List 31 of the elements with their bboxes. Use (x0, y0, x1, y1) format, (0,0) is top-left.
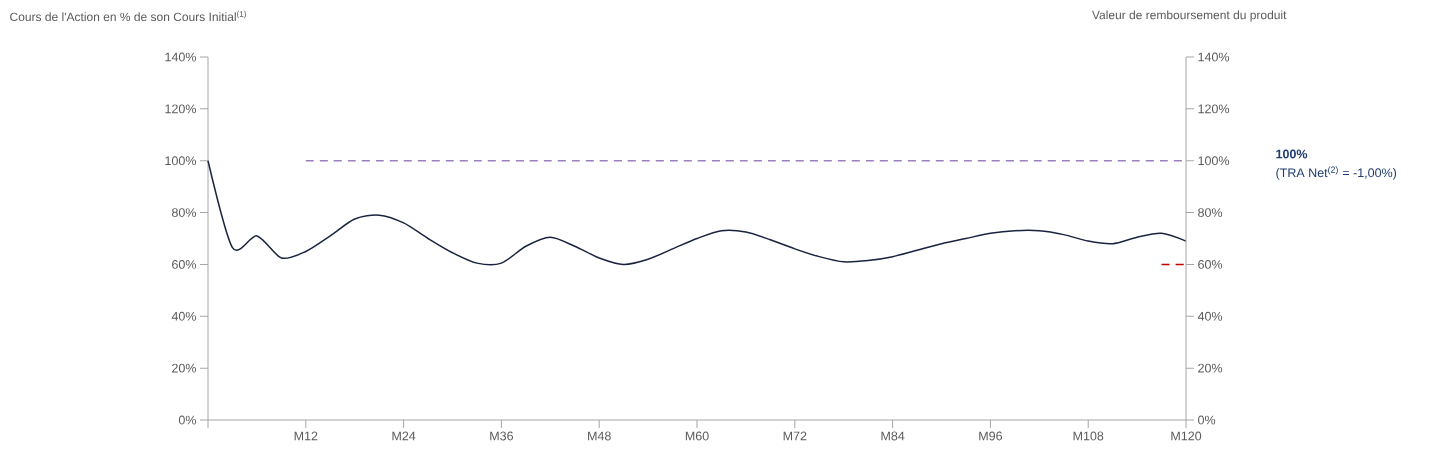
line-series (207, 159, 1187, 266)
y2-axis-title: Valeur de remboursement du produit (1091, 10, 1287, 22)
y-tick-label: 40% (171, 311, 197, 321)
y2-tick-label: 60% (1198, 260, 1223, 269)
x-tick-label: M96 (979, 431, 1003, 441)
x-tick-label: M48 (588, 431, 611, 441)
y-tick-label: 20% (172, 363, 197, 373)
x-tick-label: M36 (490, 431, 514, 441)
y-tick-label: 120% (165, 104, 197, 114)
y-tick-label: 0% (178, 415, 197, 425)
x-tick-label: M60 (685, 431, 709, 441)
text: (TRA Net$^{(2)}$ = -1,00%) (1276, 166, 1397, 180)
y-tick-label: 140% (165, 52, 197, 62)
y-tick-label: 100% (165, 156, 197, 166)
y2-tick-label: 140% (1198, 52, 1230, 62)
y2-tick-label: 120% (1198, 104, 1230, 114)
y2-tick-label: 100% (1198, 156, 1230, 166)
y2-tick-label: 0% (1198, 415, 1216, 425)
y2-tick-label: 20% (1198, 363, 1223, 373)
x-tick-label: M12 (294, 431, 318, 441)
x-tick-label: M72 (783, 431, 807, 441)
y-axis-title: Cours de l'Action en % de son Cours Initial$^{(1)}$ (10, 10, 246, 22)
y2-tick-label: 80% (1198, 208, 1223, 217)
x-tick-label: M120 (1171, 431, 1202, 441)
x-tick-label: M24 (392, 431, 416, 441)
y-tick-label: 80% (172, 208, 197, 217)
text: 100% (1276, 149, 1308, 159)
x-tick-label: M108 (1073, 431, 1104, 441)
x-tick-label: M84 (881, 431, 905, 441)
y2-tick-label: 40% (1197, 311, 1223, 321)
y-tick-label: 60% (172, 260, 197, 269)
